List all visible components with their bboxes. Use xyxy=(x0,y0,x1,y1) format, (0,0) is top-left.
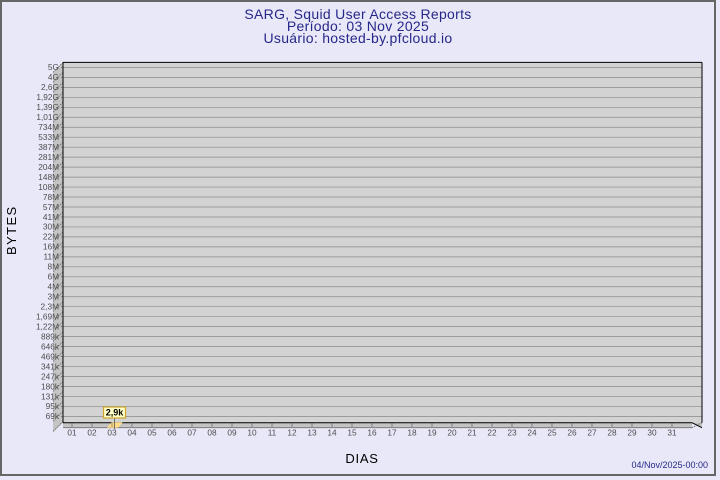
svg-text:21: 21 xyxy=(467,428,477,438)
svg-text:17: 17 xyxy=(387,428,397,438)
svg-text:5G: 5G xyxy=(48,62,59,72)
svg-text:6M: 6M xyxy=(47,272,59,282)
svg-text:180k: 180k xyxy=(41,381,60,391)
svg-text:30M: 30M xyxy=(43,222,59,232)
svg-text:22: 22 xyxy=(487,428,497,438)
svg-text:69k: 69k xyxy=(46,411,60,421)
svg-text:01: 01 xyxy=(67,428,77,438)
svg-text:4G: 4G xyxy=(48,72,59,82)
svg-text:247k: 247k xyxy=(41,371,60,381)
svg-text:11M: 11M xyxy=(43,252,59,262)
svg-text:24: 24 xyxy=(527,428,537,438)
svg-text:3M: 3M xyxy=(47,292,59,302)
svg-text:28: 28 xyxy=(607,428,617,438)
svg-text:06: 06 xyxy=(167,428,177,438)
svg-text:533M: 533M xyxy=(38,132,59,142)
svg-text:29: 29 xyxy=(627,428,637,438)
svg-text:646k: 646k xyxy=(41,341,60,351)
svg-text:734M: 734M xyxy=(38,122,59,132)
svg-text:08: 08 xyxy=(207,428,217,438)
svg-text:04: 04 xyxy=(127,428,137,438)
svg-text:07: 07 xyxy=(187,428,197,438)
svg-text:11: 11 xyxy=(268,428,277,438)
svg-text:16M: 16M xyxy=(43,242,59,252)
svg-text:27: 27 xyxy=(587,428,597,438)
svg-text:18: 18 xyxy=(407,428,417,438)
svg-text:131k: 131k xyxy=(41,391,60,401)
svg-text:1,01G: 1,01G xyxy=(36,112,59,122)
svg-text:1,92G: 1,92G xyxy=(36,92,59,102)
svg-text:387M: 387M xyxy=(38,142,59,152)
svg-text:23: 23 xyxy=(507,428,517,438)
svg-text:148M: 148M xyxy=(38,172,59,182)
svg-text:1,39G: 1,39G xyxy=(36,102,59,112)
svg-text:26: 26 xyxy=(567,428,577,438)
svg-text:19: 19 xyxy=(427,428,437,438)
svg-text:03: 03 xyxy=(107,428,117,438)
svg-text:02: 02 xyxy=(87,428,97,438)
svg-text:30: 30 xyxy=(647,428,657,438)
svg-text:95k: 95k xyxy=(46,401,60,411)
svg-text:2,9k: 2,9k xyxy=(106,407,125,417)
svg-text:889k: 889k xyxy=(41,331,60,341)
svg-text:108M: 108M xyxy=(38,182,59,192)
svg-text:204M: 204M xyxy=(38,162,59,172)
svg-text:05: 05 xyxy=(147,428,157,438)
svg-text:469k: 469k xyxy=(41,351,60,361)
svg-text:09: 09 xyxy=(227,428,237,438)
svg-text:15: 15 xyxy=(347,428,357,438)
svg-text:4M: 4M xyxy=(47,282,59,292)
svg-text:13: 13 xyxy=(307,428,317,438)
svg-text:341k: 341k xyxy=(41,361,60,371)
svg-text:16: 16 xyxy=(367,428,377,438)
svg-text:8M: 8M xyxy=(47,262,59,272)
svg-text:1,22M: 1,22M xyxy=(36,321,59,331)
svg-text:1,69M: 1,69M xyxy=(36,311,59,321)
svg-text:281M: 281M xyxy=(38,152,59,162)
svg-text:20: 20 xyxy=(447,428,457,438)
svg-text:2,3M: 2,3M xyxy=(41,302,60,312)
svg-text:41M: 41M xyxy=(43,212,59,222)
svg-text:25: 25 xyxy=(547,428,557,438)
svg-text:22M: 22M xyxy=(43,232,59,242)
svg-text:57M: 57M xyxy=(43,202,59,212)
svg-text:10: 10 xyxy=(247,428,257,438)
svg-text:78M: 78M xyxy=(43,192,59,202)
svg-text:2,6G: 2,6G xyxy=(41,82,59,92)
svg-text:12: 12 xyxy=(287,428,297,438)
svg-text:14: 14 xyxy=(327,428,337,438)
svg-text:31: 31 xyxy=(667,428,677,438)
